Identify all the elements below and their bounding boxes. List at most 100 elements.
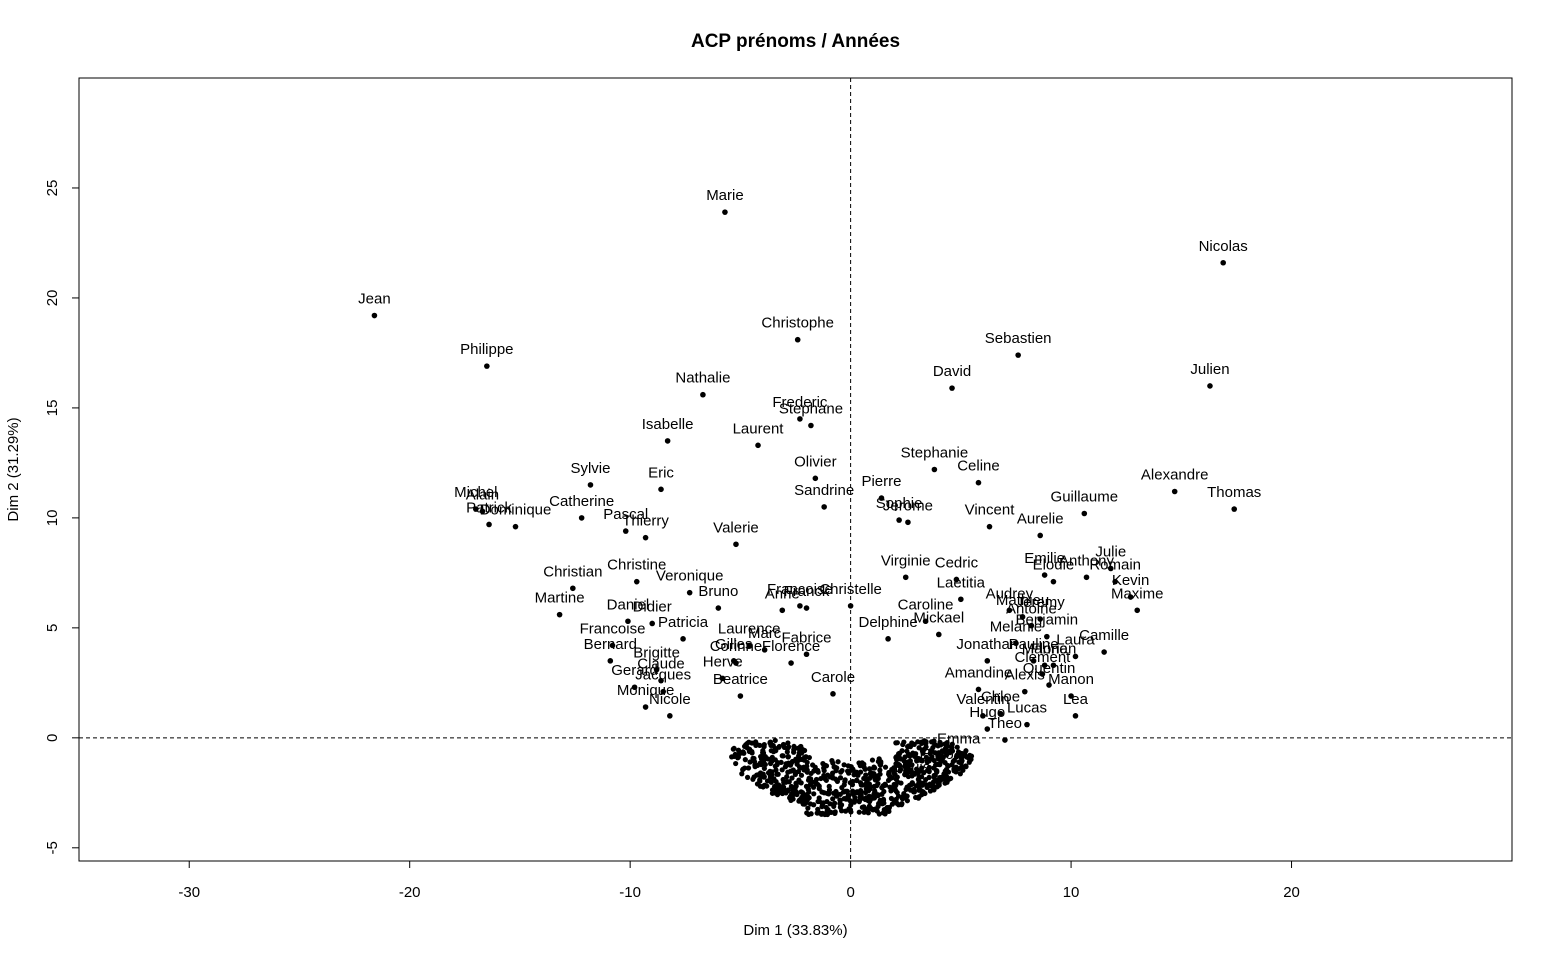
cloud-point xyxy=(861,809,867,815)
data-point xyxy=(715,605,722,611)
point-label: Clement xyxy=(1014,649,1071,666)
data-point xyxy=(642,534,649,541)
data-point xyxy=(1044,633,1050,640)
point-label: Antoine xyxy=(1006,601,1057,618)
data-point xyxy=(737,693,744,699)
point-label: Alain xyxy=(466,486,499,503)
cloud-point xyxy=(899,748,905,754)
data-point xyxy=(885,636,891,642)
cloud-point xyxy=(861,764,867,770)
cloud-point xyxy=(823,804,829,811)
cloud-point xyxy=(846,806,852,812)
point-label: Christelle xyxy=(819,581,882,598)
data-point xyxy=(371,312,378,319)
cloud-point xyxy=(832,809,838,815)
cloud-point xyxy=(951,768,957,774)
cloud-point xyxy=(830,796,836,802)
data-point xyxy=(896,517,902,523)
cloud-point xyxy=(747,759,753,765)
cloud-point xyxy=(839,767,845,774)
point-label: Patrick xyxy=(466,499,512,516)
data-point xyxy=(578,515,585,521)
point-label: Kevin xyxy=(1112,572,1150,589)
cloud-point xyxy=(842,777,848,783)
cloud-point xyxy=(954,744,960,750)
cloud-point xyxy=(779,790,786,797)
cloud-point xyxy=(834,778,841,785)
cloud-point xyxy=(776,743,782,750)
cloud-point xyxy=(792,771,798,778)
data-point xyxy=(986,523,993,530)
cloud-point xyxy=(842,788,848,794)
cloud-point xyxy=(931,774,937,780)
chart-title: ACP prénoms / Années xyxy=(691,31,900,52)
data-point xyxy=(649,620,655,627)
y-tick-label: 15 xyxy=(44,400,61,417)
data-point xyxy=(1207,383,1213,389)
cloud-point xyxy=(911,753,918,759)
data-point xyxy=(953,576,960,583)
cloud-point xyxy=(788,783,794,790)
data-point xyxy=(788,660,794,666)
point-label: Stephanie xyxy=(901,445,969,462)
cloud-point xyxy=(761,765,767,772)
data-point xyxy=(984,658,991,664)
data-point xyxy=(779,607,786,614)
cloud-point xyxy=(757,778,763,784)
data-point xyxy=(1013,640,1019,647)
cloud-point xyxy=(911,789,917,795)
cloud-point xyxy=(803,800,809,806)
cloud-point xyxy=(871,783,877,790)
data-point xyxy=(830,691,836,697)
cloud-point xyxy=(917,787,924,793)
data-point xyxy=(1083,574,1090,581)
data-point xyxy=(975,479,982,486)
cloud-point xyxy=(877,767,883,773)
cloud-point xyxy=(773,767,779,773)
point-label: Chloe xyxy=(981,689,1020,706)
data-point xyxy=(609,642,616,649)
cloud-point xyxy=(873,806,879,812)
point-label: Nathalie xyxy=(675,370,730,387)
data-point xyxy=(730,658,737,664)
cloud-point xyxy=(880,797,887,803)
data-point xyxy=(1050,662,1057,669)
cloud-point xyxy=(887,784,893,790)
cloud-point xyxy=(824,798,830,805)
point-label: Virginie xyxy=(881,552,931,569)
data-point xyxy=(587,482,594,488)
point-label: Camille xyxy=(1079,627,1129,644)
data-points: Jean Philippe Marie Nicolas Sebastien Julien C… xyxy=(358,187,1261,787)
cloud-point xyxy=(785,769,791,775)
cloud-point xyxy=(830,760,836,766)
point-label: Francoise xyxy=(580,620,646,637)
cloud-point xyxy=(901,757,907,763)
cloud-point xyxy=(943,774,949,780)
data-point xyxy=(556,611,563,618)
cloud-point xyxy=(813,776,820,783)
cloud-point xyxy=(753,739,759,745)
y-tick-label: 20 xyxy=(44,290,61,307)
point-label: Laurence xyxy=(718,620,781,637)
data-point xyxy=(473,506,479,512)
point-label: Sophie xyxy=(876,495,923,512)
data-point xyxy=(1112,578,1118,585)
cloud-point xyxy=(888,795,895,802)
cloud-point xyxy=(894,740,900,746)
cloud-point xyxy=(764,778,771,784)
cloud-point xyxy=(805,805,811,811)
point-label: Veronique xyxy=(656,568,724,585)
cloud-point xyxy=(889,766,895,773)
point-label: Claude xyxy=(637,656,685,673)
point-label: David xyxy=(933,363,971,380)
cloud-point xyxy=(944,779,950,785)
cloud-point xyxy=(765,770,772,776)
cloud-point xyxy=(774,792,781,798)
cloud-point xyxy=(892,771,898,777)
data-point xyxy=(1015,352,1021,358)
point-label: Marc xyxy=(748,625,782,642)
point-label: Frederic xyxy=(772,394,828,411)
cloud-point xyxy=(923,744,929,750)
y-tick-label: 0 xyxy=(44,734,61,742)
